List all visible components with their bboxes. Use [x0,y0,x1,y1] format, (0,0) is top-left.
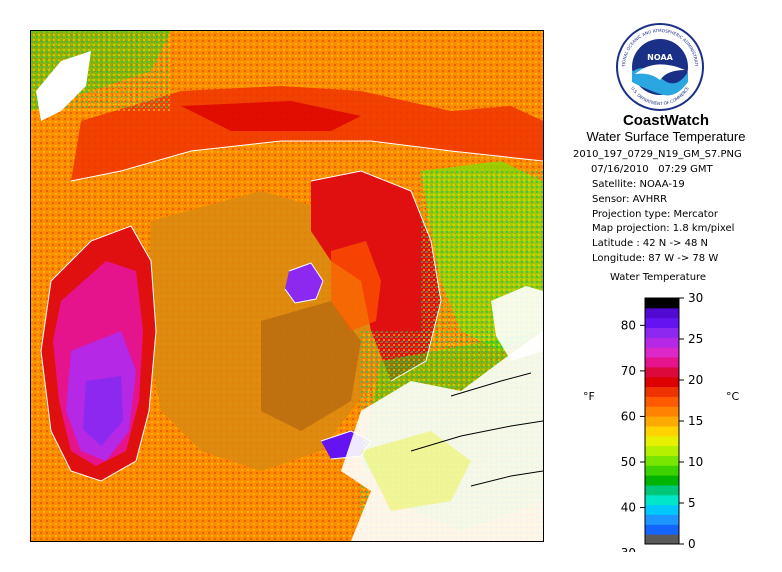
noaa-logo-icon: NOAA NATIONAL OCEANIC AND ATMOSPHERIC AD… [615,22,704,111]
legend-title: Water Temperature [610,272,707,283]
colorbar-segment [645,435,679,447]
celsius-tick-label: 0 [688,537,696,551]
date: 07/16/2010 [591,164,649,175]
temperature-colorbar: 302520151050807060504030 [621,292,704,552]
map-projection: Map projection: 1.8 km/pixel [592,223,735,234]
satellite: Satellite: NOAA-19 [592,179,685,190]
latitude-range: Latitude : 42 N -> 48 N [592,238,708,249]
product-brand: CoastWatch [622,112,710,129]
colorbar-segment [645,317,679,329]
fahrenheit-tick-label: 50 [621,455,636,469]
longitude-range: Longitude: 87 W -> 78 W [592,253,719,264]
product-title: Water Surface Temperature [586,129,746,144]
celsius-tick-label: 30 [688,292,703,305]
colorbar-segment [645,425,679,437]
celsius-tick-label: 20 [688,373,703,387]
colorbar-segment [645,298,679,309]
colorbar-segment [645,416,679,427]
colorbar-segment [645,357,679,368]
colorbar-segment [645,475,679,486]
time: 07:29 GMT [658,164,713,175]
colorbar-segment [645,534,679,545]
fahrenheit-tick-label: 30 [621,546,636,552]
colorbar-segment [645,396,679,407]
colorbar-segment [645,484,679,496]
legend-unit-celsius: °C [726,390,740,403]
colorbar-segment [645,524,679,535]
colorbar-segment [645,327,679,338]
colorbar-segment [645,337,679,348]
colorbar-segment [645,445,679,456]
projection-type: Projection type: Mercator [592,209,718,220]
sensor: Sensor: AVHRR [592,194,668,205]
colorbar-segment [645,347,679,358]
colorbar-segment [645,406,679,417]
colorbar-segment [645,504,679,515]
logo-center-text: NOAA [647,53,673,62]
celsius-tick-label: 10 [688,455,703,469]
celsius-tick-label: 15 [688,414,703,428]
filename: 2010_197_0729_N19_GM_S7.PNG [573,149,742,160]
colorbar-segment [645,376,679,388]
sst-map-image [31,31,543,541]
colorbar-segment [645,465,679,476]
colorbar-segment [645,307,679,319]
fahrenheit-tick-label: 40 [621,501,636,515]
colorbar-segment [645,386,679,397]
fahrenheit-tick-label: 80 [621,318,636,332]
celsius-tick-label: 25 [688,332,703,346]
legend-unit-fahrenheit: °F [583,390,595,403]
sst-map [30,30,544,542]
fahrenheit-tick-label: 70 [621,364,636,378]
colorbar-segment [645,514,679,525]
celsius-tick-label: 5 [688,496,696,510]
colorbar-segment [645,455,679,466]
colorbar-segment [645,494,679,506]
colorbar-segment [645,366,679,378]
fahrenheit-tick-label: 60 [621,409,636,423]
date-time: 07/16/2010 07:29 GMT [591,164,713,176]
